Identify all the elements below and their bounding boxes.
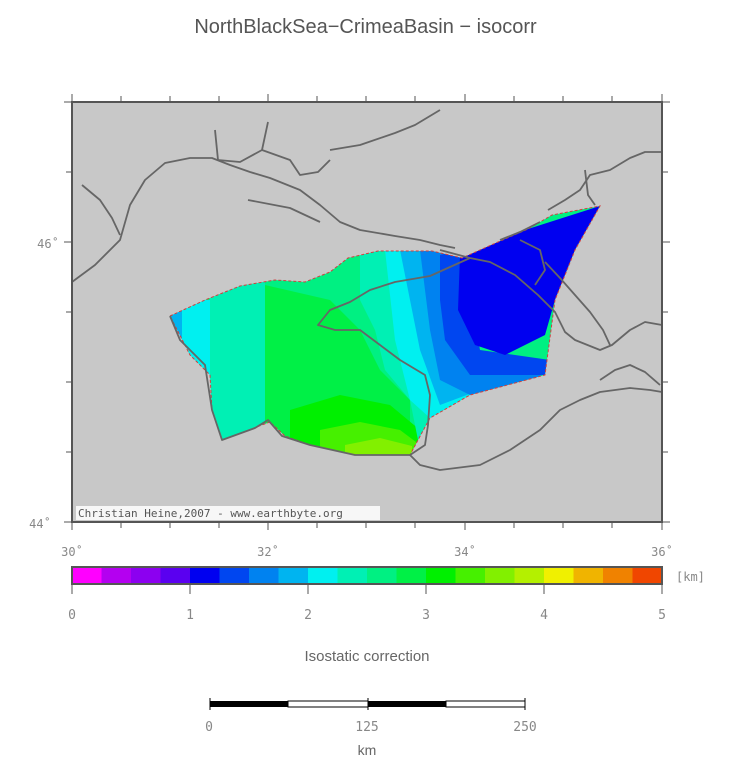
colorbar-tick-0: 0 (68, 608, 76, 623)
colorbar-cell (367, 567, 397, 584)
colorbar-cell (455, 567, 486, 584)
credit-box (76, 506, 380, 520)
colorbar-cell (160, 567, 191, 584)
colorbar-tick-5: 5 (658, 608, 666, 623)
colorbar-cell (190, 567, 220, 584)
colorbar-cell (573, 567, 604, 584)
colorbar-cell (101, 567, 132, 584)
colorbar-cell (337, 567, 368, 584)
colorbar-cell (131, 567, 161, 584)
colorbar-tick-2: 2 (304, 608, 312, 623)
colorbar-cell (514, 567, 545, 584)
colorbar-cell (603, 567, 633, 584)
lon-label-34: 34˚ (454, 544, 476, 559)
frame-ticks (64, 94, 670, 530)
colorbar-frame (71, 566, 663, 585)
colorbar-cell (308, 567, 338, 584)
scale-tick-0: 0 (205, 720, 213, 735)
lon-label-32: 32˚ (257, 544, 279, 559)
colorbar-cell (72, 567, 102, 584)
colorbar-cell (249, 567, 279, 584)
credit-text: Christian Heine,2007 - www.earthbyte.org (78, 507, 343, 520)
scale-tick-125: 125 (355, 720, 378, 735)
colorbar-label: Isostatic correction (304, 648, 429, 665)
colorbar (72, 567, 663, 584)
colorbar-cell (544, 567, 574, 584)
lat-label-46: 46˚ (37, 236, 59, 251)
colorbar-cell (219, 567, 250, 584)
lon-label-30: 30˚ (61, 544, 83, 559)
colorbar-unit: [km] (676, 570, 705, 584)
colorbar-tick-1: 1 (186, 608, 194, 623)
scale-unit: km (358, 742, 377, 758)
colorbar-tick-3: 3 (422, 608, 430, 623)
colorbar-cell (396, 567, 427, 584)
map-title: NorthBlackSea−CrimeaBasin − isocorr (194, 16, 537, 38)
coastlines (71, 109, 663, 471)
colorbar-cell (485, 567, 515, 584)
colorbar-ticks (71, 584, 663, 594)
colorbar-tick-4: 4 (540, 608, 548, 623)
scale-bar (209, 698, 526, 710)
colorbar-cell (278, 567, 309, 584)
colorbar-cell (426, 567, 456, 584)
colorbar-cell (632, 567, 663, 584)
scale-tick-250: 250 (513, 720, 536, 735)
lat-label-44: 44˚ (29, 516, 51, 531)
lon-label-36: 36˚ (651, 544, 673, 559)
